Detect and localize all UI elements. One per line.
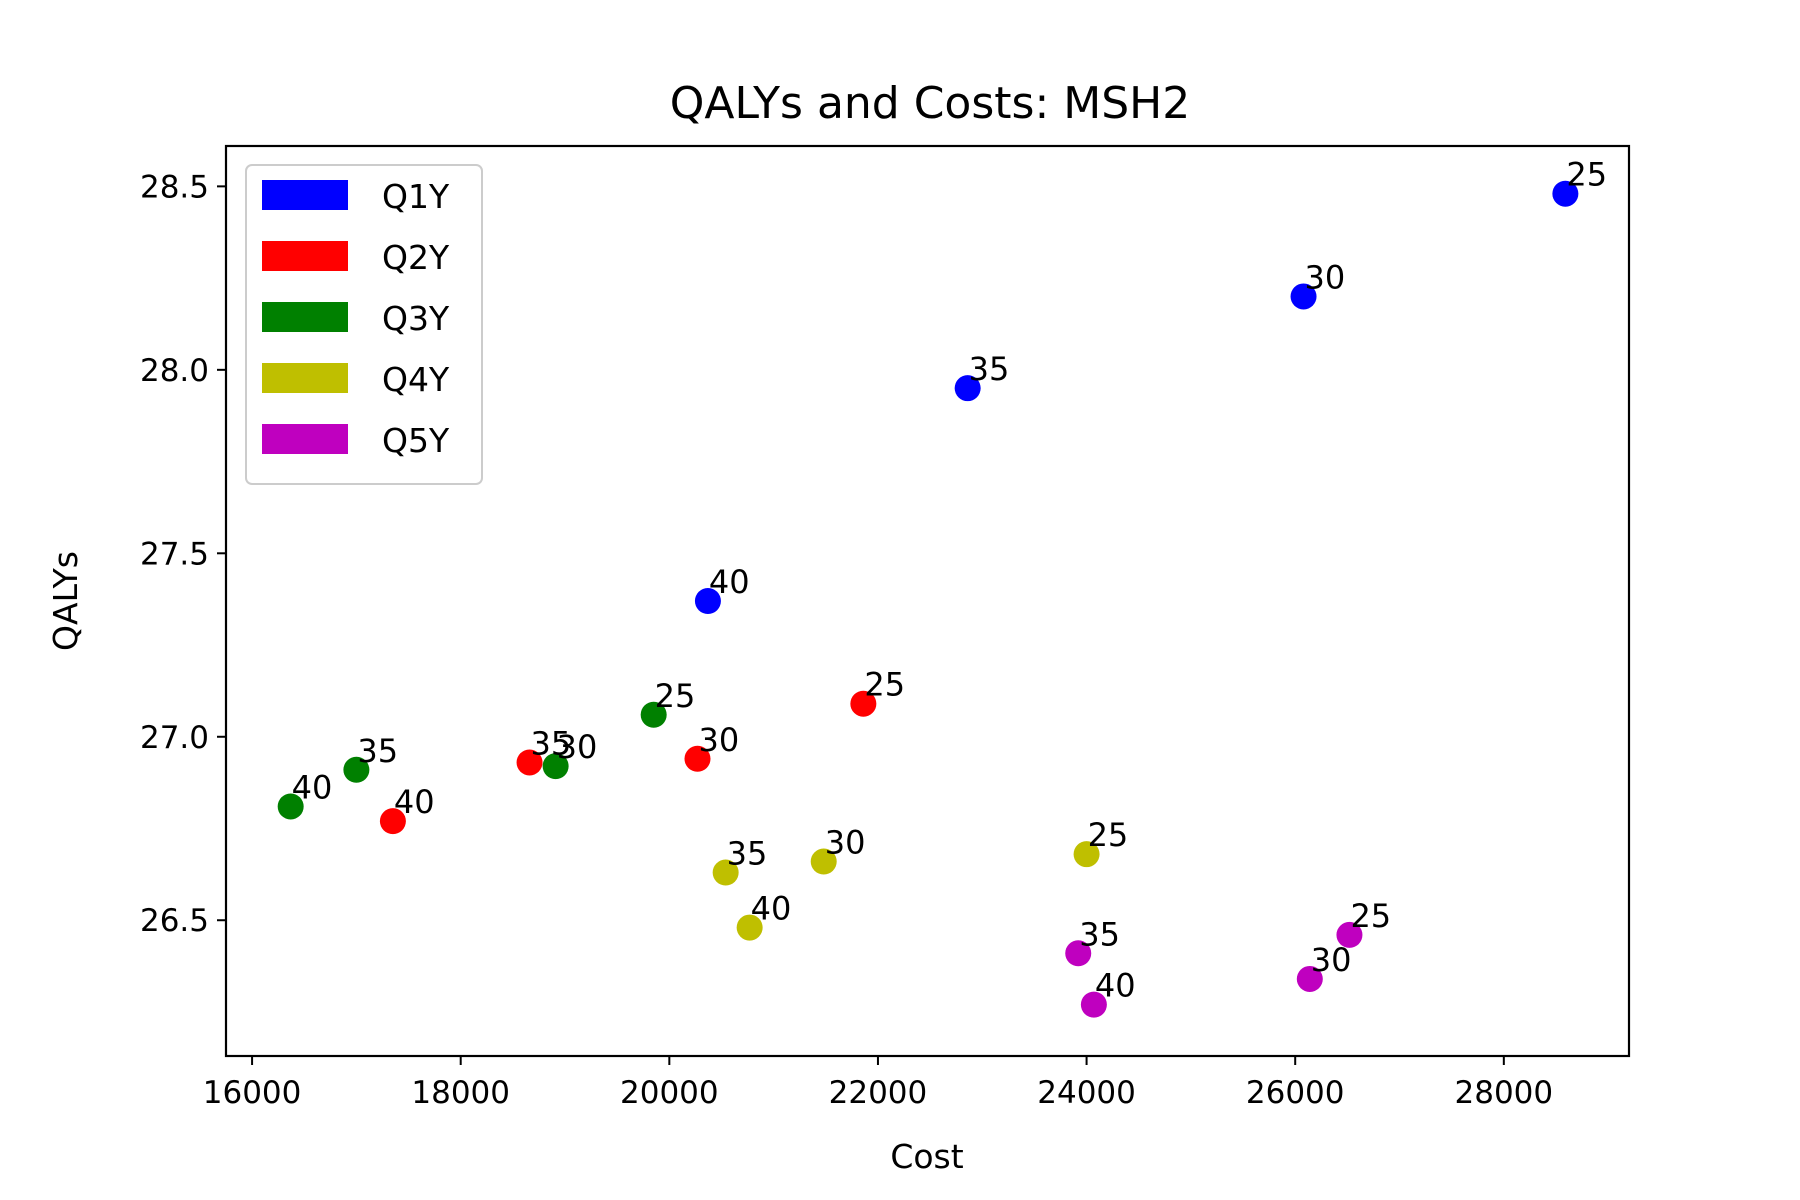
x-tick-label: 16000 [203, 1075, 302, 1111]
data-point-label: 30 [557, 728, 598, 766]
data-point-label: 40 [709, 563, 750, 601]
y-tick-label: 27.5 [140, 536, 209, 572]
y-tick-label: 28.5 [140, 169, 209, 205]
data-point-label: 40 [751, 890, 792, 928]
data-point-label: 35 [969, 350, 1010, 388]
data-point-label: 30 [825, 824, 866, 862]
x-tick-label: 18000 [411, 1075, 510, 1111]
data-point-label: 30 [1305, 258, 1346, 296]
data-point-label: 40 [292, 768, 333, 806]
data-point-label: 25 [1566, 156, 1607, 194]
data-point-q3y [542, 753, 569, 780]
data-point-q5y [1080, 991, 1107, 1018]
legend-swatch-q5y [262, 424, 348, 454]
legend-label-q1y: Q1Y [382, 177, 450, 216]
x-tick-label: 26000 [1246, 1075, 1345, 1111]
data-point-q2y [379, 808, 406, 835]
data-point-label: 25 [864, 666, 905, 704]
y-tick-label: 27.0 [140, 720, 209, 756]
x-tick-label: 20000 [620, 1075, 719, 1111]
x-tick-label: 28000 [1455, 1075, 1554, 1111]
data-point-label: 40 [394, 783, 435, 821]
data-point-label: 35 [357, 732, 398, 770]
x-axis-label: Cost [890, 1137, 963, 1176]
data-point-q4y [712, 859, 739, 886]
legend-swatch-q4y [262, 363, 348, 393]
data-point-q2y [516, 749, 543, 776]
y-axis-label: QALYs [46, 551, 85, 651]
legend-swatch-q1y [262, 180, 348, 210]
y-tick-label: 28.0 [140, 353, 209, 389]
data-point-q4y [736, 914, 763, 941]
x-tick-label: 24000 [1037, 1075, 1136, 1111]
data-points [277, 180, 1579, 1018]
data-point-label: 40 [1095, 967, 1136, 1005]
plot-frame [224, 144, 1631, 1058]
legend-label-q2y: Q2Y [382, 238, 450, 277]
legend-label-q5y: Q5Y [382, 421, 450, 460]
data-point-q1y [694, 588, 721, 614]
data-point-q4y [1073, 841, 1100, 868]
data-point-q2y [850, 690, 877, 717]
data-point-q3y [640, 701, 667, 728]
legend-label-q3y: Q3Y [382, 299, 450, 338]
y-axis-ticks: 26.5 27.0 27.5 28.0 28.5 [140, 169, 226, 939]
data-point-q5y [1296, 965, 1323, 992]
data-point-q3y [277, 793, 304, 820]
data-point-label: 25 [655, 677, 696, 715]
chart-title: QALYs and Costs: MSH2 [670, 78, 1190, 129]
x-tick-label: 22000 [829, 1075, 928, 1111]
data-point-q3y [343, 756, 370, 783]
y-tick-label: 26.5 [140, 903, 209, 939]
legend-swatch-q3y [262, 302, 348, 332]
data-point-q5y [1336, 921, 1363, 948]
data-point-q1y [1552, 180, 1579, 207]
data-point-label: 25 [1350, 897, 1391, 935]
data-point-label: 35 [1079, 915, 1120, 953]
data-point-label: 30 [1311, 941, 1352, 979]
data-point-label: 35 [531, 724, 572, 762]
data-point-label: 35 [727, 835, 768, 873]
data-point-q1y [954, 375, 981, 402]
data-point-q2y [684, 745, 711, 772]
data-point-q1y [1290, 283, 1317, 310]
legend-label-q4y: Q4Y [382, 360, 450, 399]
data-point-label: 30 [698, 721, 739, 759]
data-point-q4y [810, 848, 837, 875]
legend-swatch-q2y [262, 241, 348, 271]
legend: Q1Y Q2Y Q3Y Q4Y Q5Y [245, 164, 483, 485]
x-axis-ticks: 16000 18000 20000 22000 24000 26000 28000 [203, 1056, 1553, 1111]
data-point-q5y [1065, 940, 1092, 967]
data-point-label: 25 [1088, 816, 1129, 854]
